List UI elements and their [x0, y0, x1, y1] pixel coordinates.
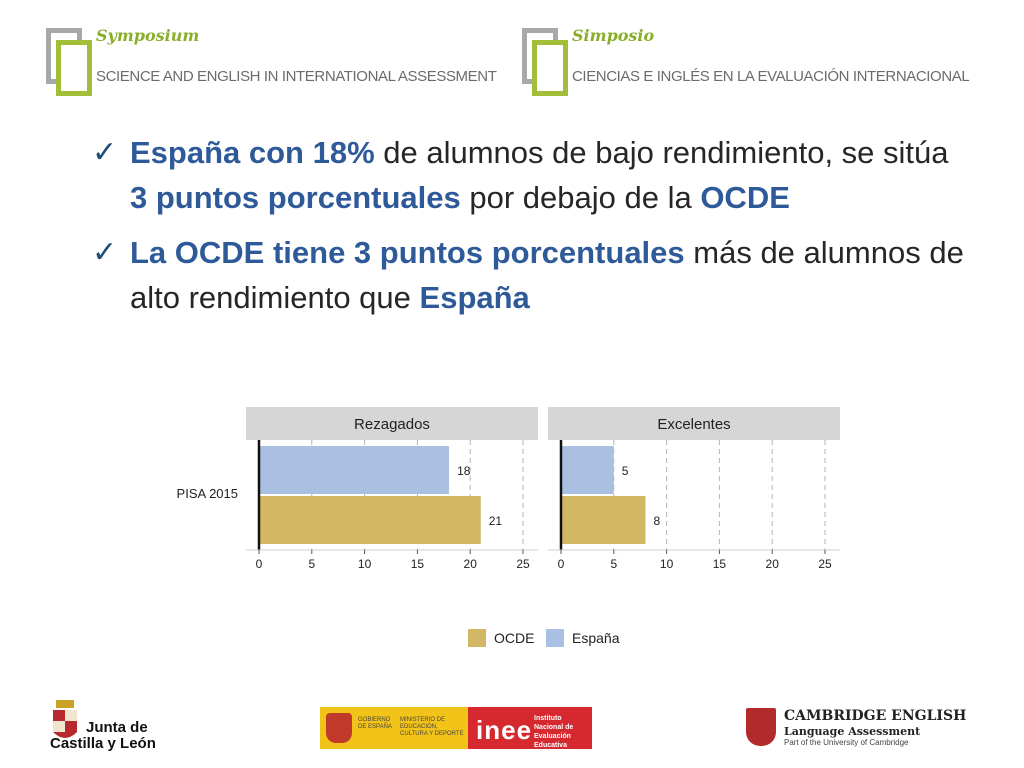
- bullet-list: ✓ España con 18% de alumnos de bajo rend…: [92, 130, 972, 330]
- x-tick-label: 25: [818, 557, 832, 571]
- gobierno-text: GOBIERNO DE ESPAÑA: [358, 717, 392, 730]
- panel-title: Rezagados: [354, 416, 430, 433]
- bullet-text: La OCDE tiene 3 puntos porcentuales más …: [130, 235, 964, 315]
- bar-value-label: 18: [457, 464, 471, 478]
- bar-espana: [561, 446, 614, 494]
- gobierno-block: GOBIERNO DE ESPAÑA MINISTERIO DE EDUCACI…: [320, 707, 468, 749]
- cambridge-subtitle: Language Assessment: [784, 725, 921, 738]
- header-right-title: Simposio: [572, 26, 655, 45]
- x-tick-label: 10: [358, 557, 372, 571]
- junta-line2: Castilla y León: [50, 735, 156, 752]
- x-tick-label: 20: [766, 557, 780, 571]
- bar-chart: Rezagados 18 21 0 5 10 15 20 25 Excelentes 5 8 0 5 10 1…: [177, 407, 840, 571]
- bullet-span: más de alumnos de alto rendimiento que: [130, 235, 964, 315]
- bar-ocde: [259, 496, 481, 544]
- inee-logo-text: inee: [476, 715, 533, 745]
- checkmark-icon: ✓: [92, 136, 118, 169]
- x-tick-label: 0: [256, 557, 263, 571]
- bullet-item: ✓ España con 18% de alumnos de bajo rend…: [92, 130, 972, 220]
- bar-ocde: [561, 496, 646, 544]
- junta-castilla-leon-logo: Junta de Castilla y León: [48, 694, 158, 760]
- inee-block: inee Instituto Nacional de Evaluación Ed…: [468, 707, 592, 749]
- header-left-title: Symposium: [96, 26, 200, 45]
- x-tick-label: 15: [411, 557, 425, 571]
- legend-label-ocde: OCDE: [494, 630, 535, 646]
- cambridge-english-logo: CAMBRIDGE ENGLISH Language Assessment Pa…: [744, 706, 976, 750]
- x-tick-label: 15: [713, 557, 727, 571]
- legend-swatch-ocde: [468, 629, 486, 647]
- crown-shield-icon: [53, 700, 77, 738]
- inee-subtitle: Instituto Nacional de Evaluación Educati…: [534, 715, 574, 749]
- category-label: PISA 2015: [177, 486, 238, 501]
- header-right-logo: Simposio CIENCIAS E INGLÉS EN LA EVALUAC…: [520, 26, 980, 96]
- coat-of-arms-icon: [326, 713, 352, 743]
- header-left-subtitle: SCIENCE AND ENGLISH IN INTERNATIONAL ASS…: [96, 68, 497, 85]
- bullet-span: de alumnos de bajo rendimiento, se sitúa: [374, 135, 949, 170]
- gobierno-inee-logo: GOBIERNO DE ESPAÑA MINISTERIO DE EDUCACI…: [320, 707, 592, 749]
- x-tick-label: 10: [660, 557, 674, 571]
- bullet-span: por debajo de la: [460, 180, 701, 215]
- panel-title: Excelentes: [657, 416, 730, 433]
- x-tick-label: 20: [464, 557, 478, 571]
- bullet-highlight: España con 18%: [130, 135, 375, 170]
- ministerio-text: MINISTERIO DE EDUCACIÓN, CULTURA Y DEPOR…: [400, 717, 464, 737]
- header-left-logo: Symposium SCIENCE AND ENGLISH IN INTERNA…: [44, 26, 497, 96]
- logo-square-green: [532, 40, 568, 96]
- bullet-text: España con 18% de alumnos de bajo rendim…: [130, 135, 949, 215]
- bar-value-label: 8: [653, 514, 660, 528]
- checkmark-icon: ✓: [92, 236, 118, 269]
- bullet-highlight: La OCDE tiene 3 puntos porcentuales: [130, 235, 685, 270]
- header-right-subtitle: CIENCIAS E INGLÉS EN LA EVALUACIÓN INTER…: [572, 68, 970, 85]
- panel-header: [246, 407, 538, 440]
- cambridge-title: CAMBRIDGE ENGLISH: [784, 708, 967, 724]
- legend-swatch-espana: [546, 629, 564, 647]
- junta-text: Junta de Castilla y León: [50, 720, 156, 752]
- bullet-highlight: 3 puntos porcentuales: [130, 180, 461, 215]
- x-tick-label: 5: [308, 557, 315, 571]
- junta-line1: Junta de: [86, 719, 148, 736]
- x-tick-label: 0: [558, 557, 565, 571]
- x-tick-label: 5: [610, 557, 617, 571]
- panel-header: [548, 407, 840, 440]
- x-tick-label: 25: [516, 557, 530, 571]
- bullet-item: ✓ La OCDE tiene 3 puntos porcentuales má…: [92, 230, 972, 320]
- bullet-highlight: España: [419, 280, 530, 315]
- cambridge-caption: Part of the University of Cambridge: [784, 738, 909, 747]
- legend-label-espana: España: [572, 630, 620, 646]
- cambridge-shield-icon: [746, 708, 776, 746]
- logo-square-green: [56, 40, 92, 96]
- bullet-highlight: OCDE: [700, 180, 790, 215]
- bar-value-label: 21: [489, 514, 503, 528]
- bar-espana: [259, 446, 450, 494]
- bar-value-label: 5: [622, 464, 629, 478]
